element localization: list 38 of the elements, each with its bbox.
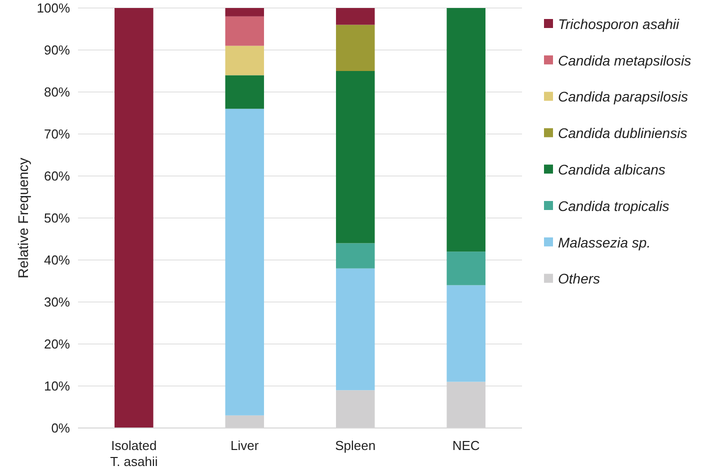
legend-label: Others bbox=[558, 270, 600, 287]
y-tick-label: 0% bbox=[51, 420, 70, 436]
y-tick-label: 80% bbox=[44, 84, 70, 100]
bar bbox=[225, 46, 264, 76]
x-tick-label: NEC bbox=[452, 438, 480, 453]
y-tick-label: 90% bbox=[44, 42, 70, 58]
x-tick-label: Spleen bbox=[335, 438, 376, 453]
bar bbox=[336, 24, 375, 71]
legend-label: Trichosporon asahii bbox=[558, 16, 680, 32]
y-tick-label: 40% bbox=[44, 252, 70, 268]
bar bbox=[225, 8, 264, 16]
bar bbox=[446, 252, 486, 286]
legend-label: Candida dubliniensis bbox=[558, 125, 688, 142]
y-tick-label: 10% bbox=[44, 378, 70, 394]
legend-label: Candida parapsilosis bbox=[558, 88, 688, 105]
y-axis-title: Relative Frequency bbox=[15, 158, 31, 278]
y-tick-label: 30% bbox=[44, 294, 70, 310]
bar bbox=[336, 243, 375, 268]
x-tick-label: Liver bbox=[230, 438, 260, 453]
legend-label: Candida albicans bbox=[558, 162, 666, 178]
bar bbox=[446, 8, 486, 252]
y-tick-label: 60% bbox=[44, 168, 70, 184]
legend-label: Candida metapsilosis bbox=[558, 52, 692, 68]
x-tick-label: Isolated T. asahii bbox=[110, 438, 158, 469]
bar bbox=[114, 8, 154, 428]
bar bbox=[336, 268, 375, 390]
bar bbox=[336, 8, 375, 25]
bar bbox=[225, 16, 264, 46]
y-tick-label: 50% bbox=[44, 210, 70, 226]
bar bbox=[336, 71, 375, 244]
bar bbox=[225, 108, 264, 416]
legend-label: Malassezia sp. bbox=[558, 234, 651, 250]
y-tick-label: 100% bbox=[36, 0, 70, 16]
bar bbox=[446, 285, 486, 382]
y-tick-label: 20% bbox=[44, 336, 70, 352]
bar bbox=[225, 75, 264, 109]
legend-label: Candida tropicalis bbox=[558, 198, 670, 214]
y-tick-label: 70% bbox=[44, 126, 70, 142]
